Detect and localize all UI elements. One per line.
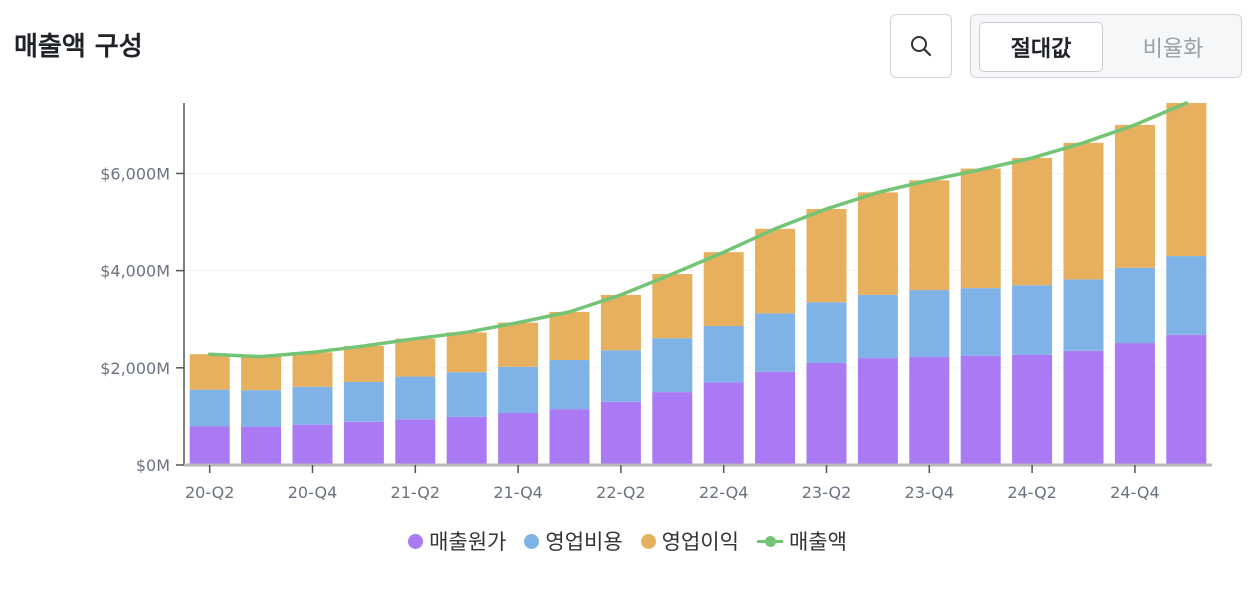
y-tick-label: $4,000M [100,262,170,281]
bar-opex [1012,285,1053,355]
bar-cost [189,426,230,465]
legend-op-income-swatch [640,533,656,549]
bar-op-income [1012,157,1053,286]
bar-cost [241,426,282,465]
bar-cost [1166,334,1207,465]
x-tick-label: 22-Q4 [699,483,749,502]
bar-op-income [703,252,744,327]
bar-opex [549,360,590,410]
bar-op-income [343,345,384,382]
bar-op-income [960,168,1001,289]
bar-cost [395,419,436,465]
legend-item-cost[interactable]: 매출원가 [408,526,506,556]
bar-cost [343,421,384,465]
bar-cost [909,356,950,465]
bar-cost [652,392,693,465]
bar-opex [189,389,230,427]
legend-opex-swatch [524,533,540,549]
bar-opex [652,338,693,393]
page-title: 매출액 구성 [14,32,143,62]
toggle-ratio[interactable]: 비율화 [1142,37,1204,62]
x-tick-label: 24-Q2 [1007,483,1057,502]
revenue-line [207,101,1189,359]
bar-op-income [549,311,590,361]
bar-op-income [1166,103,1207,257]
bar-op-income [189,354,230,390]
bar-opex [857,294,898,359]
y-tick-label: $6,000M [100,164,170,183]
bar-opex [1063,279,1104,351]
bar-op-income [498,322,539,367]
legend-item-op-income[interactable]: 영업이익 [640,526,739,556]
x-tick-label: 23-Q4 [905,483,955,502]
bar-cost [292,424,333,465]
grid-layer [184,172,1212,369]
legend-op-income-label: 영업이익 [661,530,739,554]
bar-op-income [909,180,950,291]
bar-cost [498,413,539,465]
bar-op-income [241,356,282,391]
x-tick-label: 21-Q4 [493,483,543,502]
bar-opex [960,288,1001,356]
bar-op-income [1063,142,1104,280]
legend-cost-swatch [408,533,424,549]
bar-op-income [395,338,436,377]
toggle-absolute[interactable]: 절대값 [979,22,1103,72]
bar-cost [446,416,487,465]
bar-cost [755,371,796,465]
bar-cost [549,409,590,465]
x-tick-label: 20-Q2 [185,483,235,502]
bar-opex [1166,256,1207,335]
axis-layer: $0M $2,000M $4,000M $6,000M 20-Q2 20-Q4 21-Q2 2… [100,103,1212,502]
x-tick-label: 20-Q4 [288,483,338,502]
revenue-composition-chart: $0M $2,000M $4,000M $6,000M 20-Q2 20-Q4 21-Q2 2… [100,101,1212,502]
mode-toggle: 절대값 비율화 [970,14,1242,78]
chart-legend: 매출원가 영업비용 영업이익 매출액 [0,526,1255,556]
bar-cost [703,382,744,465]
x-tick-label: 23-Q2 [802,483,852,502]
bar-op-income [652,274,693,339]
y-tick-label: $2,000M [100,359,170,378]
y-tick-label: $0M [136,456,170,475]
bar-op-income [292,352,333,387]
legend-opex-label: 영업비용 [545,530,623,554]
legend-item-revenue[interactable]: 매출액 [756,526,847,556]
bar-cost [1063,350,1104,465]
bar-cost [806,362,847,465]
bar-cost [1012,354,1053,465]
x-tick-label: 22-Q2 [596,483,646,502]
bar-layer [189,103,1207,465]
x-tick-label: 21-Q2 [391,483,441,502]
bar-opex [600,350,641,402]
bar-op-income [446,332,487,373]
bar-cost [600,401,641,465]
bar-op-income [857,192,898,295]
bar-opex [292,386,333,425]
bar-opex [498,366,539,414]
bar-opex [343,381,384,422]
bar-cost [857,358,898,465]
bar-cost [960,355,1001,465]
bar-op-income [755,228,796,314]
bar-cost [1114,343,1155,465]
legend-revenue-label: 매출액 [788,530,847,554]
bar-opex [1114,267,1155,344]
legend-item-opex[interactable]: 영업비용 [524,526,623,556]
bar-opex [909,290,950,357]
x-tick-label: 24-Q4 [1110,483,1160,502]
legend-cost-label: 매출원가 [429,530,507,554]
search-button[interactable] [890,14,952,78]
search-icon [911,36,932,57]
legend-revenue-swatch [756,534,783,549]
bar-opex [806,302,847,363]
bar-opex [395,376,436,420]
bar-opex [755,313,796,372]
bar-opex [703,326,744,383]
line-layer [207,101,1189,359]
bar-op-income [1114,124,1155,268]
bar-opex [241,390,282,427]
bar-op-income [600,294,641,351]
bar-op-income [806,208,847,303]
bar-opex [446,372,487,417]
